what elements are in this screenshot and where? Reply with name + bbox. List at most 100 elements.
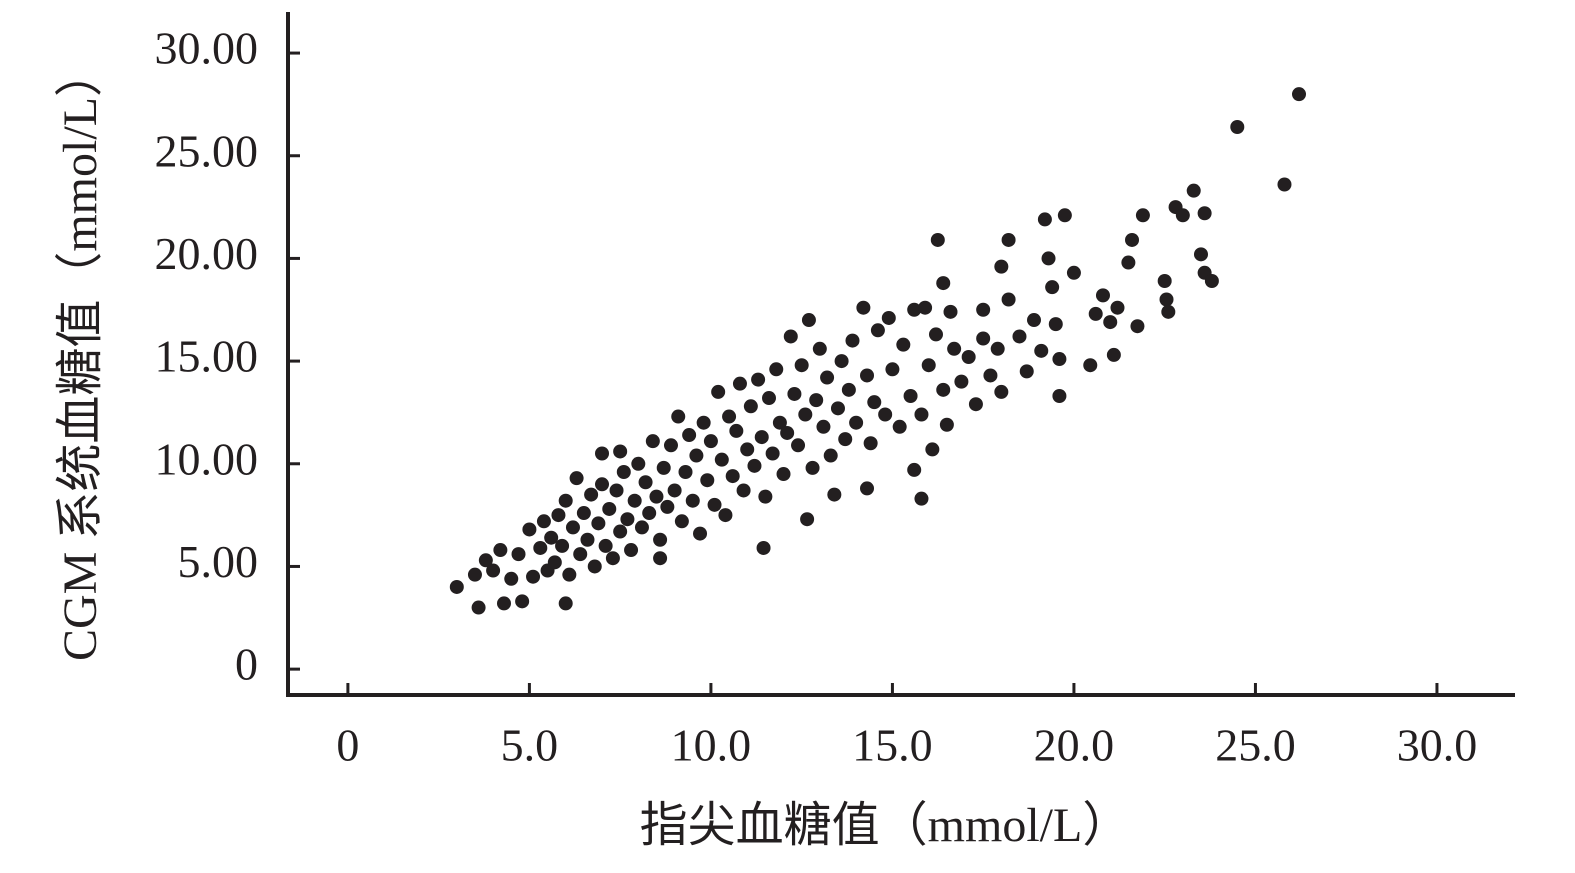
point: [936, 276, 951, 291]
point: [747, 458, 762, 473]
point: [794, 358, 809, 373]
point: [558, 493, 573, 508]
point: [653, 532, 668, 547]
point: [558, 596, 573, 611]
point: [1095, 288, 1110, 303]
point: [845, 333, 860, 348]
point: [449, 579, 464, 594]
y-axis-label: CGM 系统血糖值（mmol/L）: [54, 49, 107, 661]
point: [573, 547, 588, 562]
point: [584, 487, 599, 502]
point: [1175, 208, 1190, 223]
point: [961, 349, 976, 364]
point: [1088, 306, 1103, 321]
point: [609, 483, 624, 498]
point: [725, 469, 740, 484]
point: [493, 543, 508, 558]
point: [685, 493, 700, 508]
point: [754, 430, 769, 445]
point: [714, 452, 729, 467]
y-tick-label: 0: [235, 639, 258, 690]
point: [591, 516, 606, 531]
x-axis-label: 指尖血糖值（mmol/L）: [640, 799, 1131, 852]
point: [776, 467, 791, 482]
point: [1037, 212, 1052, 227]
point: [805, 460, 820, 475]
point: [740, 442, 755, 457]
point: [1057, 208, 1072, 223]
point: [515, 594, 530, 609]
point: [667, 483, 682, 498]
point: [732, 376, 747, 391]
point: [801, 313, 816, 328]
point: [580, 532, 595, 547]
point: [598, 538, 613, 553]
point: [756, 540, 771, 555]
point: [1041, 251, 1056, 266]
point: [1103, 315, 1118, 330]
point: [896, 337, 911, 352]
point: [939, 417, 954, 432]
point: [743, 399, 758, 414]
point: [565, 520, 580, 535]
point: [1001, 232, 1016, 247]
point: [881, 310, 896, 325]
point: [798, 407, 813, 422]
point: [1135, 208, 1150, 223]
point: [707, 497, 722, 512]
point: [496, 596, 511, 611]
point: [649, 489, 664, 504]
point: [631, 456, 646, 471]
point: [613, 524, 628, 539]
point: [620, 512, 635, 527]
point: [841, 382, 856, 397]
point: [700, 473, 715, 488]
point: [994, 259, 1009, 274]
point: [736, 483, 751, 498]
point: [849, 415, 864, 430]
point: [856, 300, 871, 315]
point: [605, 551, 620, 566]
point: [504, 571, 519, 586]
point: [1012, 329, 1027, 344]
point: [1161, 304, 1176, 319]
point: [914, 407, 929, 422]
point: [595, 477, 610, 492]
point: [555, 538, 570, 553]
point: [907, 302, 922, 317]
point: [860, 368, 875, 383]
point: [823, 448, 838, 463]
point: [722, 409, 737, 424]
x-tick-label: 20.0: [1034, 720, 1115, 771]
point: [1045, 280, 1060, 295]
point: [671, 409, 686, 424]
point: [947, 341, 962, 356]
point: [653, 551, 668, 566]
point: [930, 232, 945, 247]
x-tick-label: 0: [336, 720, 359, 771]
point: [769, 362, 784, 377]
point: [968, 397, 983, 412]
point: [526, 569, 541, 584]
point: [602, 501, 617, 516]
point: [511, 547, 526, 562]
point: [780, 425, 795, 440]
point: [791, 438, 806, 453]
point: [976, 302, 991, 317]
point: [576, 506, 591, 521]
y-tick-label: 20.00: [155, 228, 259, 279]
point: [718, 508, 733, 523]
point: [467, 567, 482, 582]
point: [729, 423, 744, 438]
point: [674, 514, 689, 529]
point: [885, 362, 900, 377]
point: [587, 559, 602, 574]
point: [1130, 319, 1145, 334]
point: [663, 438, 678, 453]
point: [990, 341, 1005, 356]
point: [1204, 274, 1219, 289]
point: [830, 401, 845, 416]
point: [878, 407, 893, 422]
point: [994, 384, 1009, 399]
